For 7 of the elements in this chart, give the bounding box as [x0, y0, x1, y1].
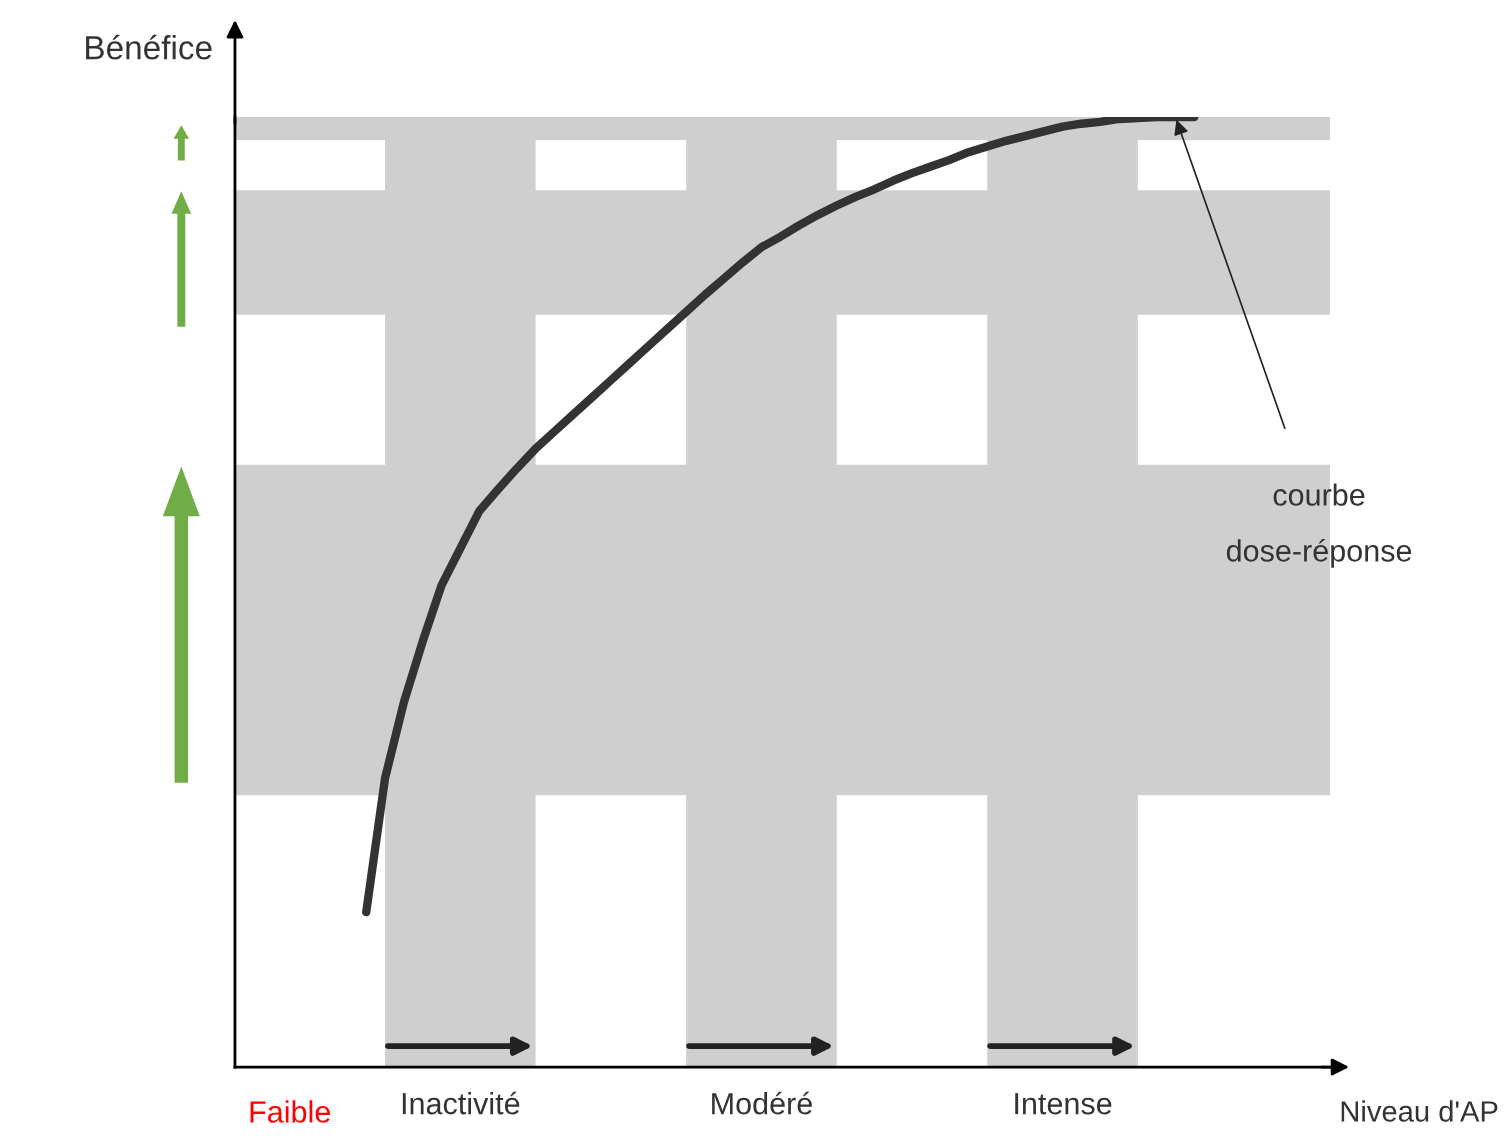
text: Faible — [250, 1100, 330, 1123]
y-axis-title: Bénéfice — [86, 34, 212, 60]
x-axis-title: Niveau d'AP — [1341, 1100, 1498, 1122]
x-tick-label: Inactivité — [402, 1091, 520, 1115]
x-tick-label: Intense — [1015, 1093, 1112, 1115]
x-tick-label: Modéré — [712, 1091, 812, 1115]
text: courbe dose-réponse — [1226, 483, 1412, 568]
